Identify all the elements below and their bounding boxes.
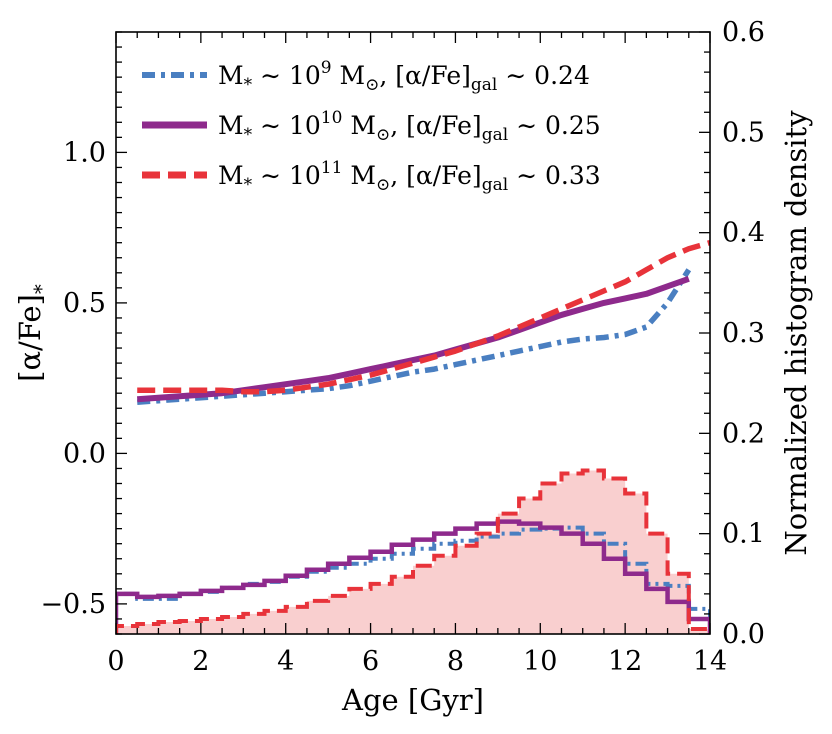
y-axis-label-sub: *: [29, 284, 53, 294]
x-tick-label: 12: [608, 646, 642, 677]
y-axis-label: [α/Fe]*: [13, 284, 53, 382]
y-axis-label-main: [α/Fe]: [13, 294, 47, 382]
legend-label-3: M* ∼ 1011 M⊙, [α/Fe]gal ∼ 0.33: [218, 158, 601, 195]
x-axis-label: Age [Gyr]: [341, 683, 484, 717]
legend-entry-2: M* ∼ 1010 M⊙, [α/Fe]gal ∼ 0.25: [142, 108, 601, 145]
y-tick-label: −0.5: [40, 589, 106, 620]
tick-layer: 0 2 4 6 8 10 12 14 −0.5 0.0 0.5 1.0 0.0 0.1 0.2 0.3 0.4 0…: [40, 17, 765, 677]
line-series-1: [137, 268, 692, 405]
histogram-fill-layer: [116, 470, 710, 634]
legend-label-1: M* ∼ 109 M⊙, [α/Fe]gal ∼ 0.24: [218, 58, 590, 95]
legend-entry-1: M* ∼ 109 M⊙, [α/Fe]gal ∼ 0.24: [142, 58, 590, 95]
x-tick-label: 10: [523, 646, 557, 677]
histogram-step-series-3: [116, 468, 710, 634]
histogram-step-series-1: [116, 525, 710, 634]
line-series-3: [137, 240, 710, 395]
histogram-fill-series-3: [116, 470, 710, 634]
y2-tick-label: 0.0: [722, 619, 765, 650]
legend-label-2: M* ∼ 1010 M⊙, [α/Fe]gal ∼ 0.25: [218, 108, 601, 145]
x-tick-label: 14: [693, 646, 727, 677]
line-layer: [137, 240, 710, 405]
x-tick-label: 8: [447, 646, 464, 677]
y2-tick-label: 0.2: [722, 418, 765, 449]
histogram-step-series-2: [116, 519, 710, 634]
y2-tick-label: 0.1: [722, 519, 765, 550]
histogram-step-layer: [116, 468, 710, 634]
y-tick-label: 0.0: [63, 438, 106, 469]
x-tick-label: 2: [192, 646, 209, 677]
y2-tick-label: 0.3: [722, 318, 765, 349]
y2-tick-label: 0.4: [722, 218, 765, 249]
x-tick-label: 0: [107, 646, 124, 677]
legend-entry-3: M* ∼ 1011 M⊙, [α/Fe]gal ∼ 0.33: [142, 158, 601, 195]
y-tick-label: 0.5: [63, 288, 106, 319]
y-tick-label: 1.0: [63, 137, 106, 168]
x-tick-label: 4: [277, 646, 294, 677]
y2-tick-label: 0.5: [722, 117, 765, 148]
y2-tick-label: 0.6: [722, 17, 765, 48]
x-tick-label: 6: [362, 646, 379, 677]
legend: M* ∼ 109 M⊙, [α/Fe]gal ∼ 0.24 M* ∼ 1010 …: [142, 58, 601, 195]
y2-axis-label: Normalized histogram density: [779, 110, 813, 556]
